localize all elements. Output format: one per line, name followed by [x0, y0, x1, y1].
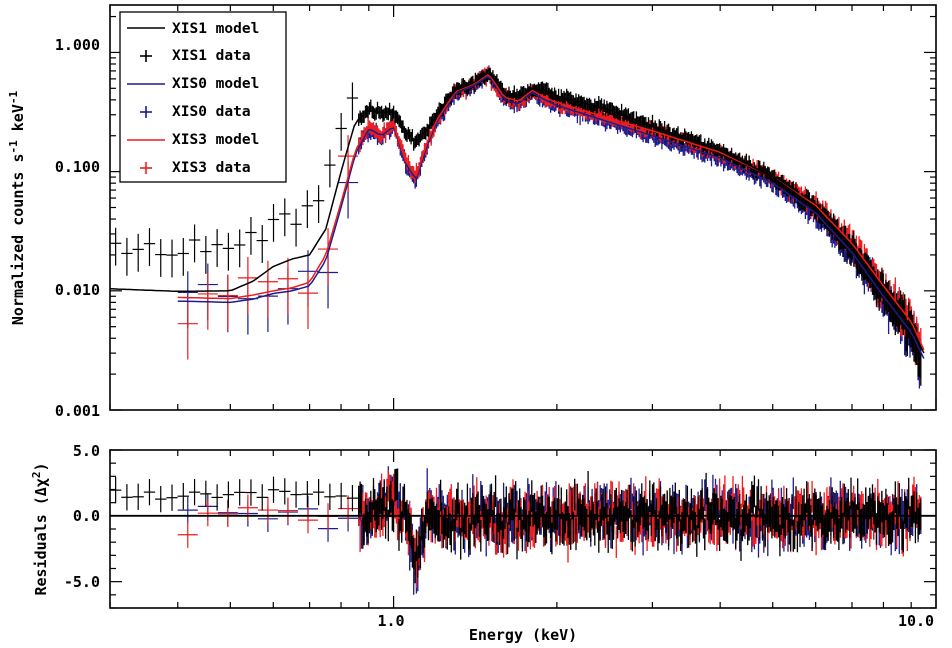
legend-label-xis3-data: XIS3 data	[172, 160, 251, 176]
legend-label-xis1-data: XIS1 data	[172, 48, 251, 64]
legend-entries	[127, 27, 165, 174]
y-axis-title-residuals: Residuals (Δχ2)	[30, 462, 50, 595]
legend-label-xis0-data: XIS0 data	[172, 104, 251, 120]
residuals-panel: 5.0 0.0 -5.0 Residuals (Δχ2) 1.0 10.0 En…	[30, 442, 937, 644]
y-tick-label-0.001: 0.001	[55, 402, 100, 420]
legend-label-xis0-model: XIS0 model	[172, 76, 259, 92]
xis1-model-lowE-residuals	[110, 476, 359, 513]
x-tick-label-10.0: 10.0	[898, 612, 934, 630]
residuals-data-layer	[110, 466, 936, 595]
xis3-model-curve	[177, 74, 925, 351]
x-axis-title: Energy (keV)	[469, 626, 577, 644]
xis0-model-curve	[177, 75, 925, 359]
xis1-model-residual-bars	[358, 468, 922, 584]
spectrum-ticks	[109, 5, 937, 411]
xis3-model-lowE-residuals	[177, 494, 359, 548]
legend-box	[119, 11, 287, 183]
residuals-ticks	[109, 449, 937, 609]
legend: XIS1 model XIS1 data XIS0 model XIS0 dat…	[119, 11, 287, 183]
legend-label-xis1-model: XIS1 model	[172, 21, 259, 37]
spectrum-data-layer	[110, 65, 925, 389]
y-axis-title-spectrum: Normalized counts s-1 keV-1	[7, 91, 27, 326]
y-tick-label-0.100: 0.100	[55, 158, 100, 176]
residual-tick-label-0.0: 0.0	[73, 507, 100, 525]
legend-label-xis3-model: XIS3 model	[172, 132, 259, 148]
residual-tick-label-neg5.0: -5.0	[64, 573, 100, 591]
residual-tick-label-5.0: 5.0	[73, 442, 100, 460]
spectrum-panel: 0.001 0.010 0.100 1.000 Normalized count…	[7, 4, 937, 420]
y-tick-label-0.010: 0.010	[55, 281, 100, 299]
xis1-model-curve	[110, 71, 925, 354]
xis1-data-residuals	[358, 468, 922, 584]
y-tick-label-1.000: 1.000	[55, 36, 100, 54]
x-tick-label-1.0: 1.0	[377, 612, 404, 630]
